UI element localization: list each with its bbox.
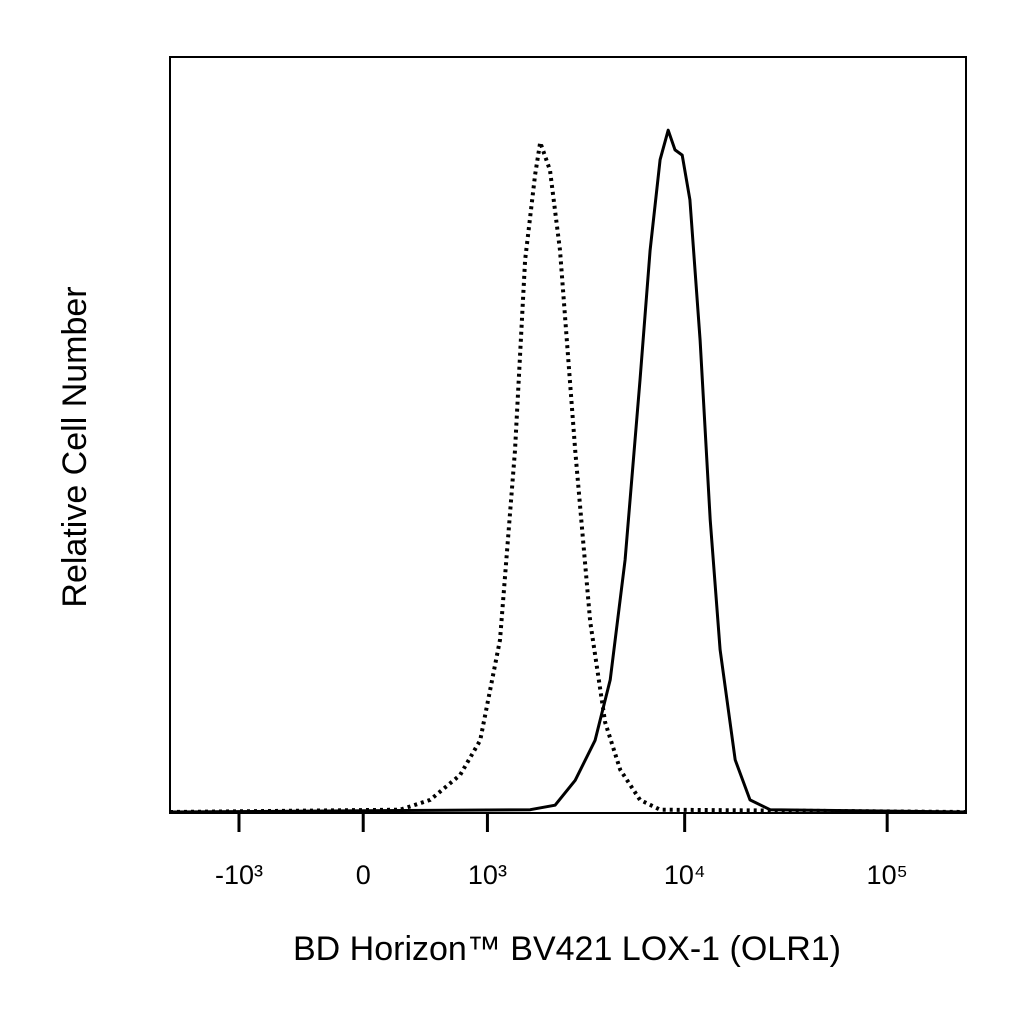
x-tick-label: 10³: [468, 860, 507, 890]
plot-frame: [169, 56, 967, 814]
x-tick-label: 10⁵: [867, 860, 908, 890]
histogram-line: [169, 128, 967, 814]
x-axis-label: BD Horizon™ BV421 LOX-1 (OLR1): [293, 930, 841, 968]
x-tick-label: 0: [356, 860, 371, 890]
x-tick-label: -10³: [215, 860, 263, 890]
x-tick-label: 10⁴: [664, 860, 706, 890]
y-axis-label: Relative Cell Number: [56, 286, 94, 607]
histogram-line: [169, 140, 967, 814]
